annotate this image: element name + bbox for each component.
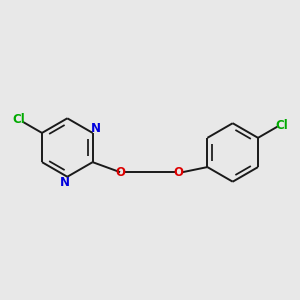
Text: O: O xyxy=(115,166,125,179)
Text: Cl: Cl xyxy=(12,113,25,126)
Text: N: N xyxy=(60,176,70,189)
Text: N: N xyxy=(91,122,100,134)
Text: O: O xyxy=(174,166,184,179)
Text: Cl: Cl xyxy=(275,119,288,132)
